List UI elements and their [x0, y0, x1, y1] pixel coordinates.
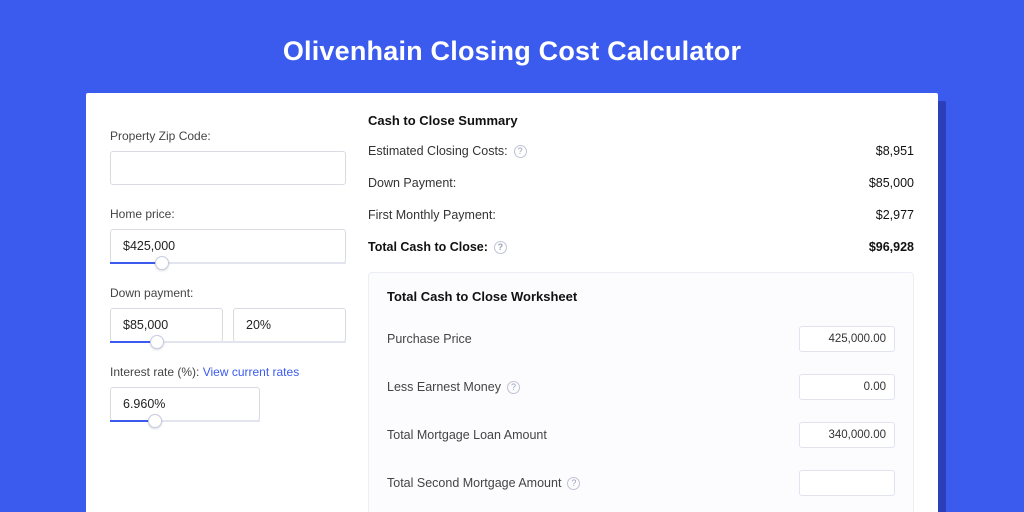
summary-row-label: First Monthly Payment:: [368, 208, 496, 222]
summary-row: Down Payment: $85,000: [368, 176, 914, 190]
help-icon[interactable]: ?: [514, 145, 527, 158]
interest-rate-label: Interest rate (%): View current rates: [110, 365, 346, 379]
inputs-panel: Property Zip Code: Home price: Down paym…: [110, 111, 346, 512]
calculator-card: Property Zip Code: Home price: Down paym…: [86, 93, 938, 512]
worksheet-panel: Total Cash to Close Worksheet Purchase P…: [368, 272, 914, 512]
home-price-input[interactable]: [110, 229, 346, 263]
worksheet-value-input[interactable]: [799, 326, 895, 352]
worksheet-row: Total Mortgage Loan Amount: [387, 422, 895, 448]
page-title: Olivenhain Closing Cost Calculator: [0, 0, 1024, 93]
worksheet-value-input[interactable]: [799, 470, 895, 496]
summary-row-value: $85,000: [869, 176, 914, 190]
summary-row: Estimated Closing Costs:? $8,951: [368, 144, 914, 158]
worksheet-value-input[interactable]: [799, 374, 895, 400]
worksheet-row: Total Second Mortgage Amount?: [387, 470, 895, 496]
worksheet-row: Purchase Price: [387, 326, 895, 352]
worksheet-row-label: Total Mortgage Loan Amount: [387, 428, 547, 442]
summary-row-label: Total Cash to Close:?: [368, 240, 507, 254]
summary-row-value: $96,928: [869, 240, 914, 254]
worksheet-row: Less Earnest Money?: [387, 374, 895, 400]
summary-rows: Estimated Closing Costs:? $8,951 Down Paym…: [368, 144, 914, 254]
worksheet-row-label: Total Second Mortgage Amount?: [387, 476, 580, 490]
summary-row-label: Down Payment:: [368, 176, 456, 190]
card-wrap: Property Zip Code: Home price: Down paym…: [86, 93, 938, 512]
worksheet-row-label: Less Earnest Money?: [387, 380, 520, 394]
down-payment-slider[interactable]: [110, 341, 346, 343]
down-payment-field: Down payment:: [110, 286, 346, 343]
zip-label: Property Zip Code:: [110, 129, 346, 143]
down-payment-slider-thumb[interactable]: [150, 335, 164, 349]
worksheet-title: Total Cash to Close Worksheet: [387, 289, 895, 304]
worksheet-rows: Purchase Price Less Earnest Money? Total M…: [387, 326, 895, 496]
summary-title: Cash to Close Summary: [368, 113, 914, 128]
summary-panel: Cash to Close Summary Estimated Closing …: [368, 111, 914, 512]
down-payment-input[interactable]: [110, 308, 223, 342]
summary-row: Total Cash to Close:? $96,928: [368, 240, 914, 254]
worksheet-value-input[interactable]: [799, 422, 895, 448]
summary-row-value: $2,977: [876, 208, 914, 222]
help-icon[interactable]: ?: [507, 381, 520, 394]
summary-row: First Monthly Payment: $2,977: [368, 208, 914, 222]
down-payment-pct-input[interactable]: [233, 308, 346, 342]
worksheet-row-label: Purchase Price: [387, 332, 472, 346]
home-price-slider-thumb[interactable]: [155, 256, 169, 270]
view-rates-link[interactable]: View current rates: [203, 365, 300, 379]
interest-rate-input[interactable]: [110, 387, 260, 421]
zip-field: Property Zip Code:: [110, 129, 346, 185]
interest-rate-field: Interest rate (%): View current rates: [110, 365, 346, 422]
interest-rate-slider[interactable]: [110, 420, 260, 422]
home-price-field: Home price:: [110, 207, 346, 264]
home-price-label: Home price:: [110, 207, 346, 221]
help-icon[interactable]: ?: [567, 477, 580, 490]
summary-row-label: Estimated Closing Costs:?: [368, 144, 527, 158]
interest-rate-slider-thumb[interactable]: [148, 414, 162, 428]
summary-row-value: $8,951: [876, 144, 914, 158]
zip-input[interactable]: [110, 151, 346, 185]
down-payment-label: Down payment:: [110, 286, 346, 300]
home-price-slider[interactable]: [110, 262, 346, 264]
interest-rate-label-prefix: Interest rate (%):: [110, 365, 203, 379]
help-icon[interactable]: ?: [494, 241, 507, 254]
